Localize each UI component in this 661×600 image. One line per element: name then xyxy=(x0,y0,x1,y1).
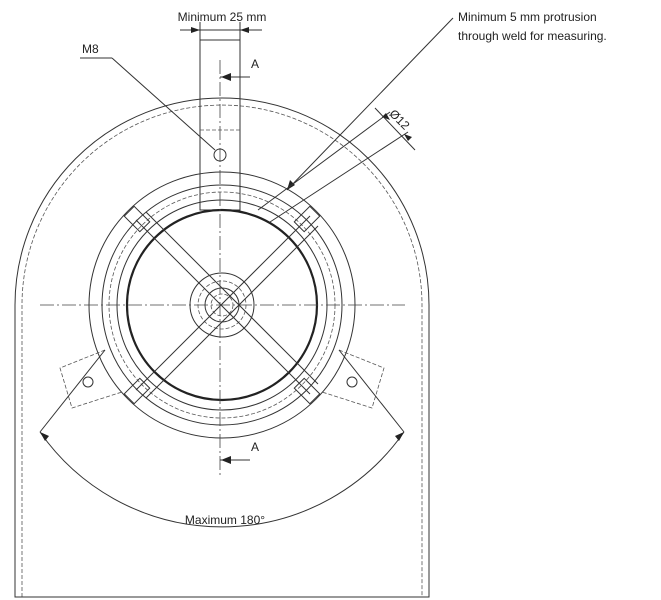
arrowhead xyxy=(40,432,404,441)
extension-line xyxy=(339,350,404,432)
note: through weld for measuring. xyxy=(458,29,607,43)
drawing: Minimum 25 mm M8 A A Minimum 5 mm protru… xyxy=(0,0,661,600)
diameter-label: Ø12 xyxy=(387,107,413,133)
thread-label: M8 xyxy=(82,42,99,56)
side-tab xyxy=(322,350,384,408)
dimension-line xyxy=(270,132,408,222)
note: Minimum 5 mm protrusion xyxy=(458,10,597,24)
arrowhead xyxy=(221,73,231,81)
spoke xyxy=(146,226,318,398)
side-tab xyxy=(60,350,122,408)
spoke xyxy=(146,212,318,384)
angle-label: Maximum 180° xyxy=(185,513,265,527)
spoke xyxy=(136,216,310,390)
spoke-pad xyxy=(124,206,149,231)
extension-line xyxy=(40,350,105,432)
body: Minimum 25 mm M8 A A Minimum 5 mm protru… xyxy=(0,0,661,600)
spoke xyxy=(136,220,310,394)
arrowhead xyxy=(221,456,231,464)
page: {"labels": {"min_width": "Minimum 25 mm"… xyxy=(0,0,661,600)
dimension-label: Minimum 25 mm xyxy=(178,10,267,24)
side-hole xyxy=(83,377,93,387)
side-hole xyxy=(347,377,357,387)
section-label: A xyxy=(251,57,259,71)
section-label: A xyxy=(251,440,259,454)
spoke-pad xyxy=(124,378,149,403)
leader xyxy=(287,18,453,190)
